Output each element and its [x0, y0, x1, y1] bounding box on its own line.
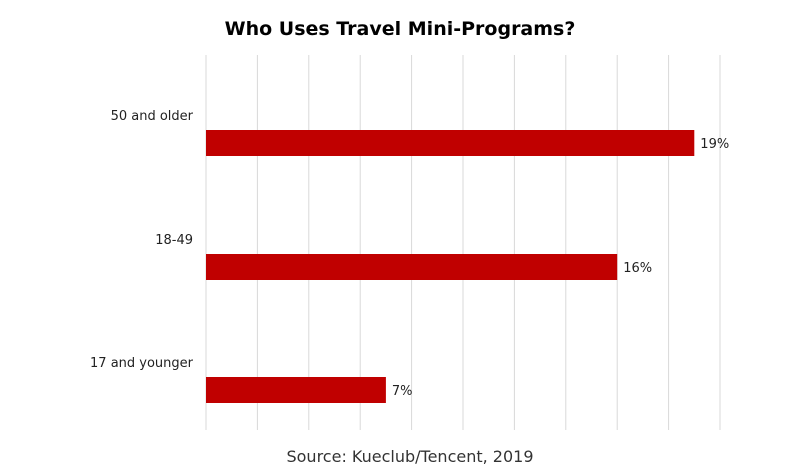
source-note: Source: Kueclub/Tencent, 2019 [286, 447, 533, 466]
bars: 50 and older 19% 18-49 16% 17 and younger 7% [90, 109, 729, 403]
data-label: 16% [623, 261, 652, 276]
data-label: 7% [392, 384, 413, 399]
data-label: 19% [700, 137, 729, 152]
bar [206, 254, 618, 280]
bar [206, 130, 695, 156]
category-label: 50 and older [111, 109, 194, 124]
chart-title: Who Uses Travel Mini-Programs? [225, 18, 576, 40]
bar [206, 377, 386, 403]
category-label: 17 and younger [90, 356, 194, 371]
category-label: 18-49 [155, 233, 193, 248]
gridlines [205, 55, 721, 430]
